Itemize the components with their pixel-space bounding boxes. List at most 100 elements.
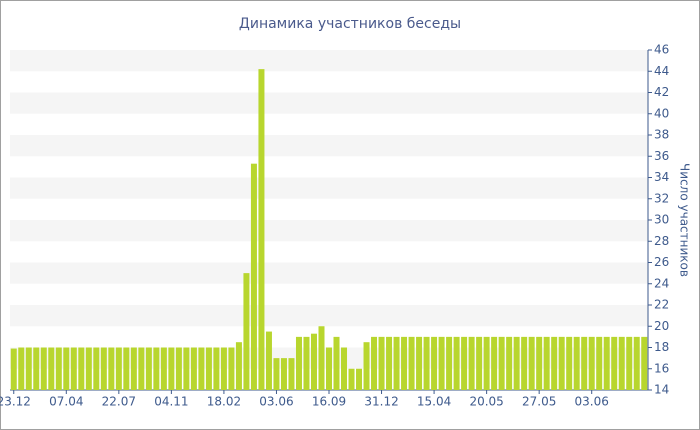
bar [543, 336, 550, 390]
y-tick-label: 36 [654, 149, 669, 163]
bar [626, 336, 633, 390]
grid-band [10, 305, 648, 327]
bar [100, 347, 107, 390]
grid-band [10, 262, 648, 284]
bar [588, 336, 595, 390]
bar [175, 347, 182, 390]
bar [63, 347, 70, 390]
bar [431, 336, 438, 390]
grid-band [10, 135, 648, 157]
bar [213, 347, 220, 390]
y-tick-label: 40 [654, 106, 669, 120]
bar [250, 163, 257, 390]
bar [483, 336, 490, 390]
bar [566, 336, 573, 390]
x-tick-label: 04.11 [154, 395, 188, 409]
y-tick-label: 34 [654, 170, 669, 184]
bar [280, 358, 287, 390]
y-tick-label: 22 [654, 298, 669, 312]
bar [25, 347, 32, 390]
bar [528, 336, 535, 390]
grid-band [10, 50, 648, 72]
y-tick-label: 42 [654, 85, 669, 99]
bar [476, 336, 483, 390]
bar [371, 336, 378, 390]
y-tick-label: 26 [654, 255, 669, 269]
bar [363, 342, 370, 390]
bar [198, 347, 205, 390]
bar [70, 347, 77, 390]
bar [168, 347, 175, 390]
x-tick-label: 31.12 [364, 395, 398, 409]
bar [115, 347, 122, 390]
x-tick-label: 03.06 [575, 395, 609, 409]
x-tick-label: 15.04 [417, 395, 451, 409]
bar [160, 347, 167, 390]
grid-band [10, 92, 648, 114]
bar [633, 336, 640, 390]
bar [288, 358, 295, 390]
bar [408, 336, 415, 390]
bar [453, 336, 460, 390]
bar [48, 347, 55, 390]
bar [138, 347, 145, 390]
bar [513, 336, 520, 390]
grid-band [10, 177, 648, 199]
bar [228, 347, 235, 390]
bar [416, 336, 423, 390]
x-tick-label: 18.02 [207, 395, 241, 409]
x-tick-label: 23.12 [0, 395, 31, 409]
bar [468, 336, 475, 390]
bar [85, 347, 92, 390]
bar [55, 347, 62, 390]
bar [618, 336, 625, 390]
y-tick-label: 20 [654, 319, 669, 333]
bar [446, 336, 453, 390]
y-tick-label: 32 [654, 191, 669, 205]
bar [423, 336, 430, 390]
bar [40, 347, 47, 390]
bar [506, 336, 513, 390]
x-tick-label: 22.07 [102, 395, 136, 409]
y-tick-label: 16 [654, 361, 669, 375]
bar [603, 336, 610, 390]
bar [551, 336, 558, 390]
x-tick-label: 16.09 [312, 395, 346, 409]
bar [491, 336, 498, 390]
y-tick-label: 44 [654, 64, 669, 78]
bar [235, 342, 242, 390]
x-tick-label: 27.05 [522, 395, 556, 409]
bar [273, 358, 280, 390]
bar [386, 336, 393, 390]
bar [10, 348, 17, 390]
y-axis-title: Число участников [678, 163, 692, 277]
x-tick-label: 07.04 [49, 395, 83, 409]
bar [401, 336, 408, 390]
bar [33, 347, 40, 390]
bar [596, 336, 603, 390]
bar [378, 336, 385, 390]
bar [18, 347, 25, 390]
bar [310, 333, 317, 390]
bar [318, 326, 325, 390]
chart-title: Динамика участников беседы [239, 16, 461, 32]
x-tick-label: 20.05 [469, 395, 503, 409]
bar [356, 368, 363, 390]
bar [183, 347, 190, 390]
bar [641, 336, 648, 390]
bar [521, 336, 528, 390]
x-tick-label: 03.06 [259, 395, 293, 409]
bar [303, 336, 310, 390]
bar [295, 336, 302, 390]
bar [258, 69, 265, 390]
bar [265, 331, 272, 390]
bar [558, 336, 565, 390]
bar [498, 336, 505, 390]
bar [341, 347, 348, 390]
bar [325, 347, 333, 390]
y-tick-label: 18 [654, 340, 669, 354]
bar [611, 336, 618, 390]
y-tick-label: 30 [654, 213, 669, 227]
y-tick-label: 24 [654, 276, 669, 290]
bar [461, 336, 468, 390]
